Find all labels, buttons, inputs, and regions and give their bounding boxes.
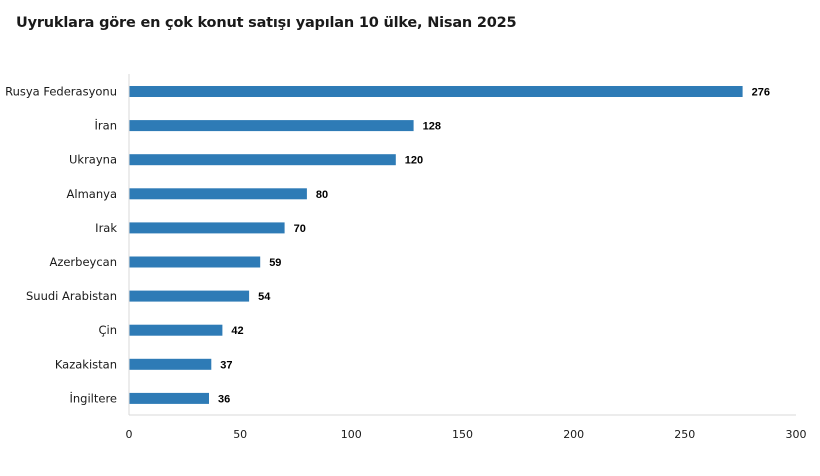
category-label: İran xyxy=(95,118,117,133)
data-label: 37 xyxy=(220,359,232,371)
x-tick-label: 50 xyxy=(233,428,247,441)
bar xyxy=(129,222,285,234)
category-label: Çin xyxy=(98,323,117,337)
data-label: 128 xyxy=(423,121,441,133)
data-labels: 276 128 120 80 70 59 54 42 37 36 xyxy=(218,87,770,406)
category-labels: Rusya Federasyonu İran Ukrayna Almanya Irak A… xyxy=(5,85,117,406)
bar xyxy=(129,290,250,302)
chart-title: Uyruklara göre en çok konut satışı yapıl… xyxy=(16,15,517,31)
category-label: Suudi Arabistan xyxy=(26,289,117,303)
bar xyxy=(129,188,307,200)
x-tick-labels: 0 50 100 150 200 250 300 xyxy=(126,428,807,441)
category-label: İngiltere xyxy=(69,390,117,405)
bar xyxy=(129,154,396,166)
x-tick-label: 250 xyxy=(674,428,695,441)
category-label: Rusya Federasyonu xyxy=(5,85,117,99)
category-label: Irak xyxy=(95,221,117,235)
x-tick-label: 300 xyxy=(786,428,807,441)
data-label: 80 xyxy=(316,189,328,201)
category-label: Ukrayna xyxy=(69,153,117,167)
data-label: 276 xyxy=(752,87,770,99)
category-label: Azerbeycan xyxy=(49,255,117,269)
bar xyxy=(129,120,414,132)
category-label: Kazakistan xyxy=(55,357,117,371)
data-label: 70 xyxy=(294,223,306,235)
data-label: 42 xyxy=(231,325,243,337)
x-tick-label: 0 xyxy=(126,428,133,441)
bar xyxy=(129,358,212,370)
data-label: 36 xyxy=(218,393,230,405)
bar xyxy=(129,392,209,404)
bar xyxy=(129,256,261,268)
data-label: 120 xyxy=(405,155,423,167)
data-label: 59 xyxy=(269,257,281,269)
axes-group xyxy=(128,74,796,416)
x-tick-label: 100 xyxy=(341,428,362,441)
category-label: Almanya xyxy=(67,187,117,201)
x-tick-label: 150 xyxy=(452,428,473,441)
bars-group xyxy=(129,86,743,404)
x-tick-label: 200 xyxy=(563,428,584,441)
bar xyxy=(129,86,743,97)
data-label: 54 xyxy=(258,291,271,303)
bar xyxy=(129,324,223,336)
